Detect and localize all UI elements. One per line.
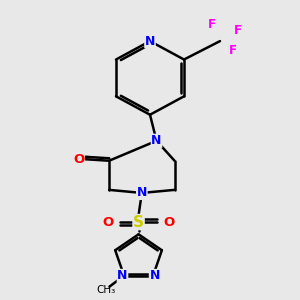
Text: N: N bbox=[136, 186, 147, 200]
Text: F: F bbox=[229, 44, 237, 57]
Text: N: N bbox=[145, 34, 155, 48]
Text: CH₃: CH₃ bbox=[97, 285, 116, 295]
Text: F: F bbox=[234, 24, 242, 37]
Text: O: O bbox=[73, 153, 84, 166]
Text: O: O bbox=[103, 216, 114, 229]
Text: O: O bbox=[164, 216, 175, 229]
Text: N: N bbox=[152, 134, 162, 147]
Text: N: N bbox=[149, 269, 160, 283]
Text: S: S bbox=[133, 214, 144, 230]
Text: N: N bbox=[117, 269, 128, 283]
Text: F: F bbox=[208, 18, 216, 31]
